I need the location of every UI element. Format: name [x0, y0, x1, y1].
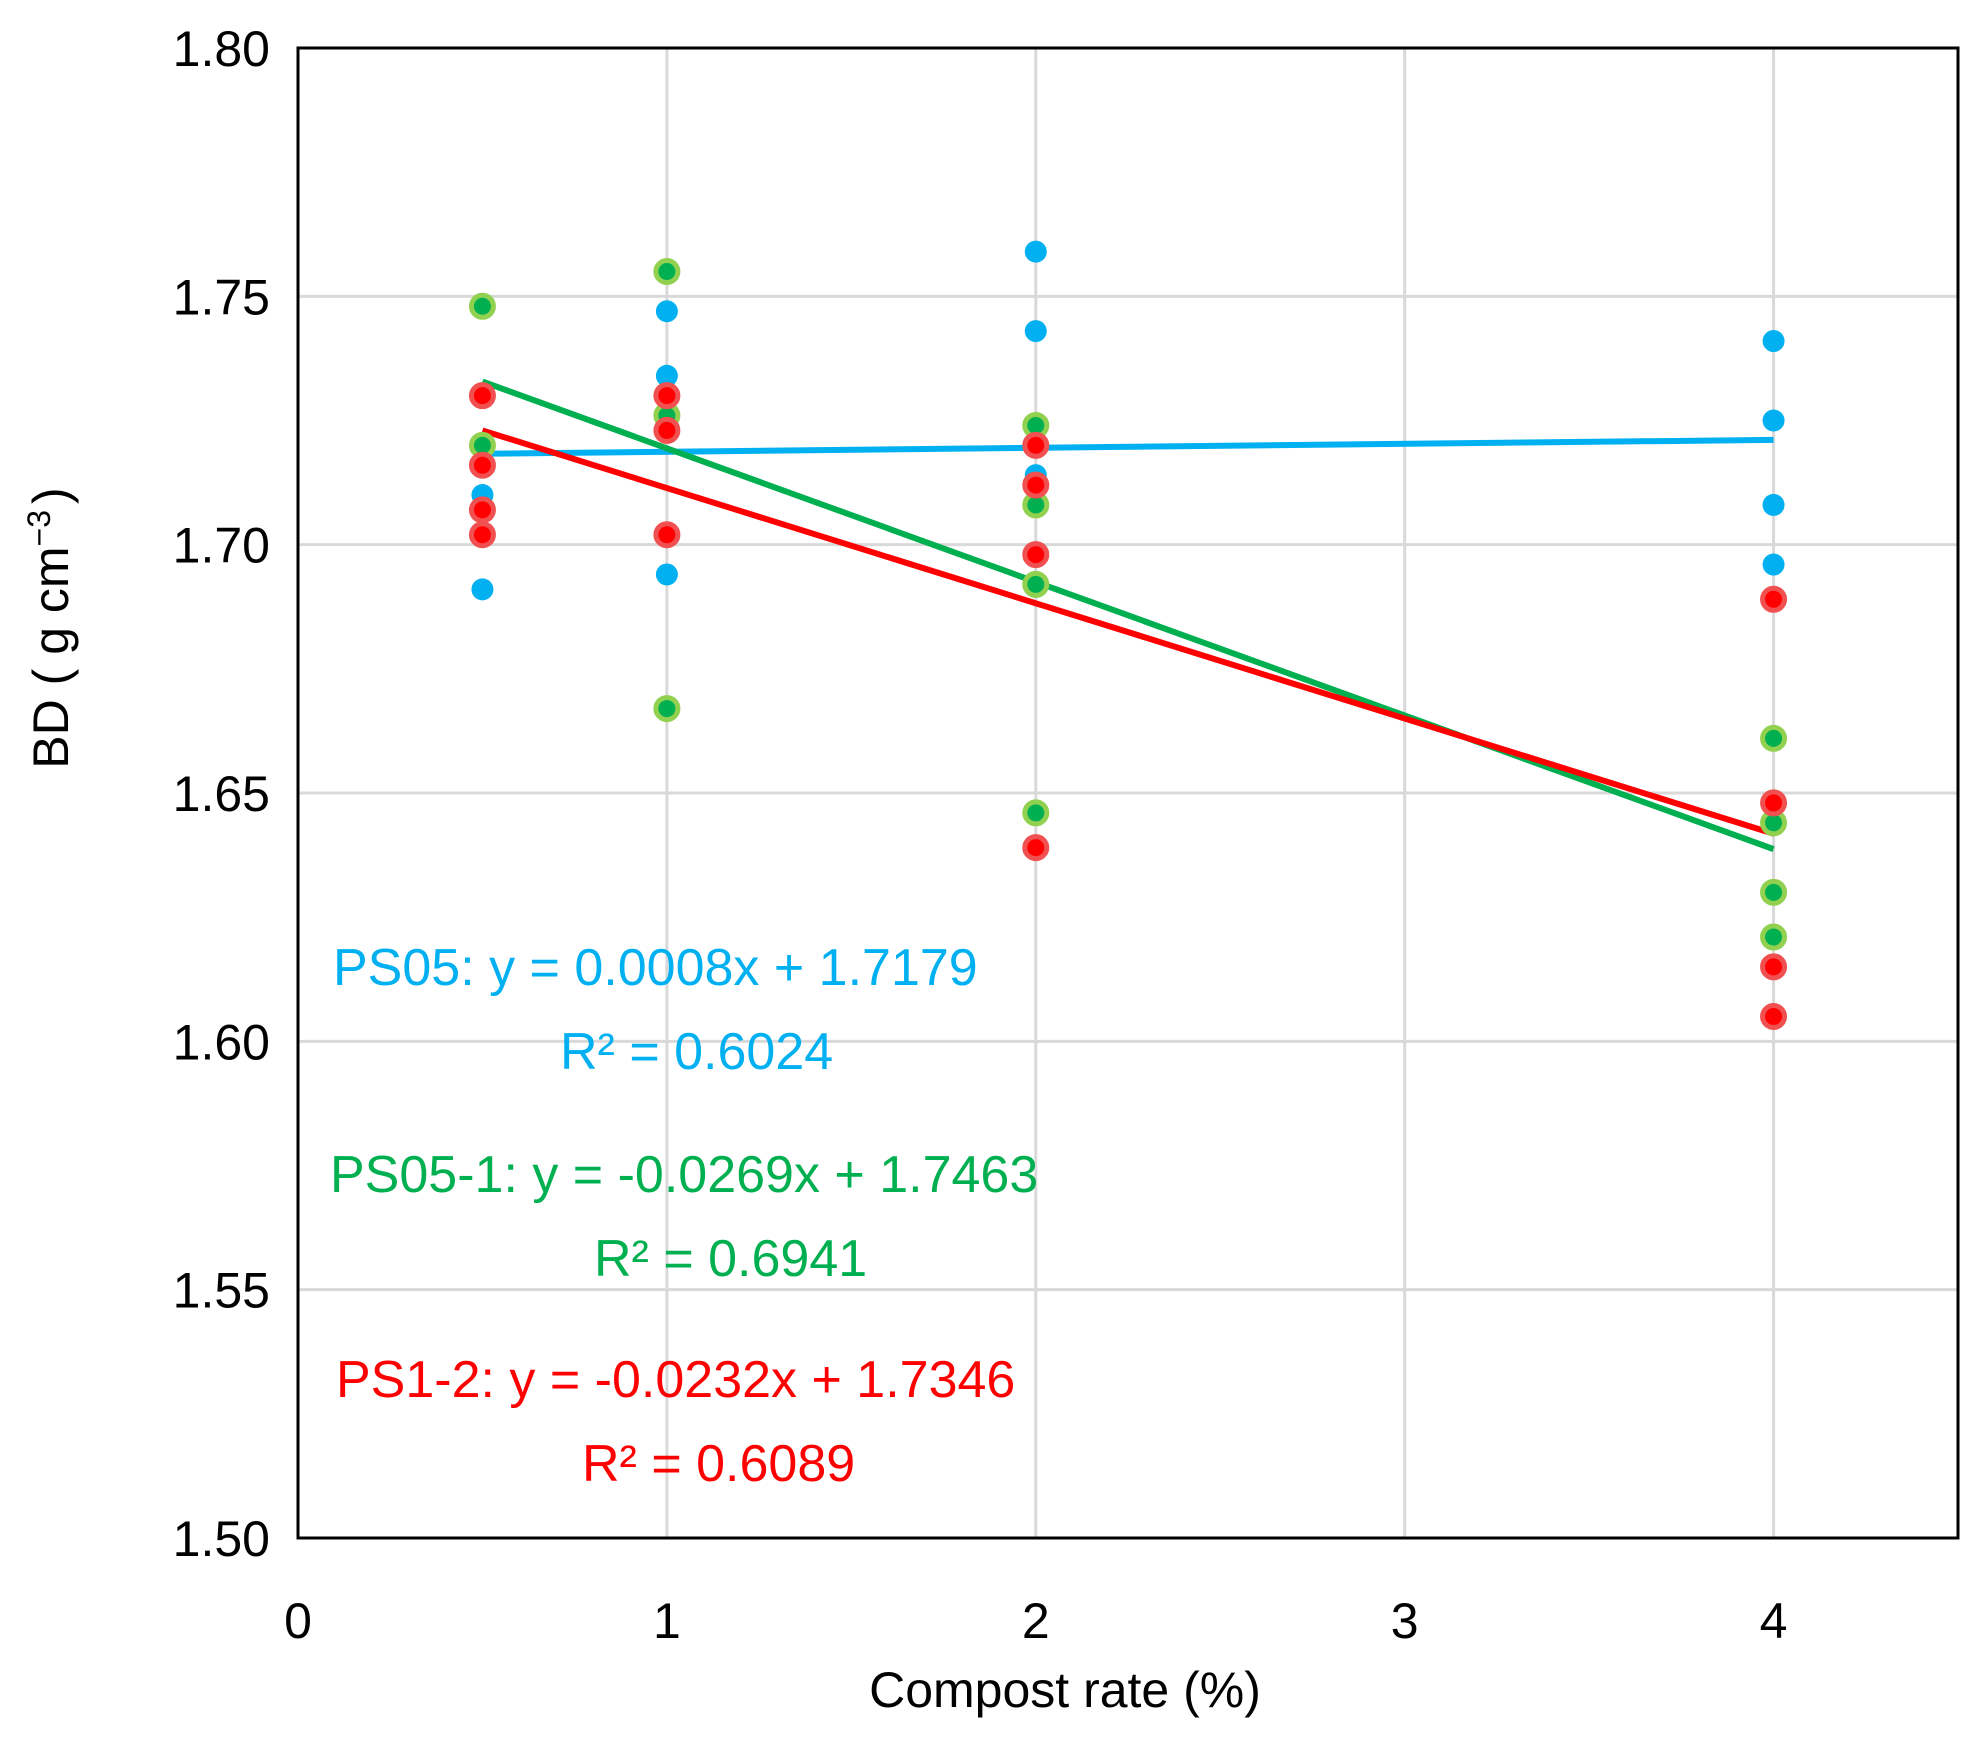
y-axis-title-sup: −3: [21, 510, 57, 546]
ps1-2-r2: R² = 0.6089: [582, 1435, 855, 1493]
ps05-point: [655, 300, 678, 323]
y-tick-label: 1.80: [173, 21, 270, 77]
ps05-r2: R² = 0.6024: [560, 1023, 833, 1081]
ps1-2-point: [1760, 1003, 1788, 1030]
ps05-1-r2: R² = 0.6941: [594, 1230, 867, 1288]
ps05-1-equation: PS05-1: y = -0.0269x + 1.7463: [330, 1146, 1038, 1204]
ps05-1-trendline: [481, 378, 1775, 852]
x-tick-label: 3: [1391, 1593, 1419, 1649]
ps05-point: [1762, 330, 1785, 353]
y-tick-label: 1.65: [173, 766, 270, 822]
ps05-1-point: [1760, 923, 1788, 951]
y-axis-title-text: BD ( g cm: [23, 546, 79, 768]
ps05-trendline: [482, 436, 1774, 457]
ps05-point: [1024, 240, 1047, 263]
ps05-equation: PS05: y = 0.0008x + 1.7179: [333, 939, 978, 997]
y-axis-title-close: ): [23, 487, 79, 504]
ps05-1-point: [653, 695, 681, 723]
ps1-2-point: [1022, 431, 1050, 459]
gridlines: [296, 46, 1958, 1540]
ps05-point: [1762, 553, 1785, 576]
ps1-2-point: [653, 521, 681, 549]
ps1-2-point: [468, 521, 496, 549]
y-tick-label: 1.50: [173, 1511, 270, 1567]
x-tick-label: 0: [284, 1593, 312, 1649]
ps1-2-point: [653, 382, 681, 410]
ps05-point: [1762, 409, 1785, 432]
y-tick-labels: 1.50 1.55 1.60 1.65 1.70 1.75 1.80: [173, 21, 270, 1567]
x-tick-label: 4: [1760, 1593, 1788, 1649]
trendlines: [481, 378, 1775, 852]
y-tick-label: 1.55: [173, 1263, 270, 1319]
ps05-1-point: [1760, 878, 1788, 906]
ps05-1-point: [1760, 724, 1788, 752]
ps1-2-point: [1760, 953, 1788, 981]
ps05-point: [471, 578, 494, 601]
ps1-2-point: [1022, 541, 1050, 569]
ps05-point: [1762, 493, 1785, 516]
x-tick-labels: 0 1 2 3 4: [284, 1593, 1787, 1649]
ps1-2-point: [1760, 585, 1788, 613]
ps05-point: [655, 563, 678, 586]
ps05-point: [655, 364, 678, 387]
ps1-2-point: [468, 382, 496, 410]
data-points: [468, 240, 1788, 1030]
ps05-1-point: [1022, 799, 1050, 827]
ps1-2-point: [468, 496, 496, 524]
ps1-2-point: [1022, 834, 1050, 862]
ps1-2-point: [468, 451, 496, 479]
ps05-1-point: [653, 258, 681, 285]
plot-frame: [296, 46, 1960, 1540]
ps05-point: [1024, 320, 1047, 343]
ps1-2-point: [653, 416, 681, 444]
ps1-2-equation: PS1-2: y = -0.0232x + 1.7346: [336, 1351, 1015, 1409]
y-tick-label: 1.75: [173, 269, 270, 325]
y-axis-title: BD ( g cm−3): [21, 487, 79, 768]
x-tick-label: 2: [1022, 1593, 1050, 1649]
ps1-2-trendline: [481, 427, 1775, 837]
x-tick-label: 1: [653, 1593, 681, 1649]
ps1-2-point: [1022, 471, 1050, 499]
x-axis-title: Compost rate (%): [869, 1662, 1261, 1718]
ps05-1-point: [1022, 570, 1050, 598]
y-tick-label: 1.70: [173, 518, 270, 574]
y-tick-label: 1.60: [173, 1014, 270, 1070]
ps1-2-point: [1760, 789, 1788, 817]
ps05-1-point: [468, 292, 496, 320]
